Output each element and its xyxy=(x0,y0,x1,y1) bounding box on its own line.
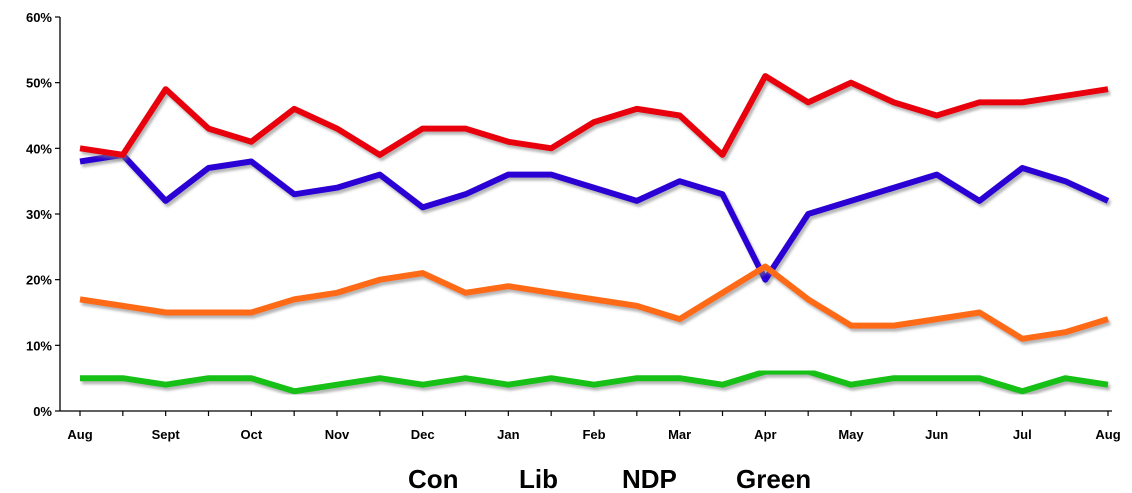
y-tick-label: 10% xyxy=(26,338,52,353)
x-tick-label: Jan xyxy=(497,427,519,442)
series-line-lib xyxy=(79,73,1109,158)
series-lines xyxy=(79,73,1110,395)
y-axis-ticks: 0% 10% 20% 30% 40% 50% 60% xyxy=(26,10,60,419)
x-tick-label: Oct xyxy=(240,427,262,442)
x-tick-label: Sept xyxy=(152,427,181,442)
legend-label-lib: Lib xyxy=(519,464,558,493)
series-line-con xyxy=(79,151,1110,283)
y-tick-label: 30% xyxy=(26,207,52,222)
x-tick-label: Jun xyxy=(925,427,948,442)
y-tick-label: 50% xyxy=(26,76,52,91)
y-tick-label: 0% xyxy=(33,404,52,419)
y-tick-label: 40% xyxy=(26,141,52,156)
legend-label-ndp: NDP xyxy=(622,464,677,493)
legend-label-green: Green xyxy=(736,464,811,493)
y-tick-label: 20% xyxy=(26,273,52,288)
series-line-ndp xyxy=(79,263,1109,342)
series-line-green xyxy=(80,368,1109,395)
x-axis-ticks: Aug Sept Oct Nov Dec Jan Feb Mar Apr May Jun Jul Aug xyxy=(67,411,1121,442)
x-tick-label: Aug xyxy=(1095,427,1120,442)
x-tick-label: Apr xyxy=(754,427,776,442)
x-tick-label: May xyxy=(838,427,864,442)
legend-label-con: Con xyxy=(408,464,459,493)
x-tick-label: Jul xyxy=(1013,427,1032,442)
x-tick-label: Dec xyxy=(411,427,435,442)
y-tick-label: 60% xyxy=(26,10,52,25)
x-tick-label: Feb xyxy=(582,427,605,442)
legend: Con Lib NDP Green xyxy=(367,464,811,493)
x-tick-label: Nov xyxy=(325,427,350,442)
x-tick-label: Mar xyxy=(668,427,691,442)
x-tick-label: Aug xyxy=(67,427,92,442)
